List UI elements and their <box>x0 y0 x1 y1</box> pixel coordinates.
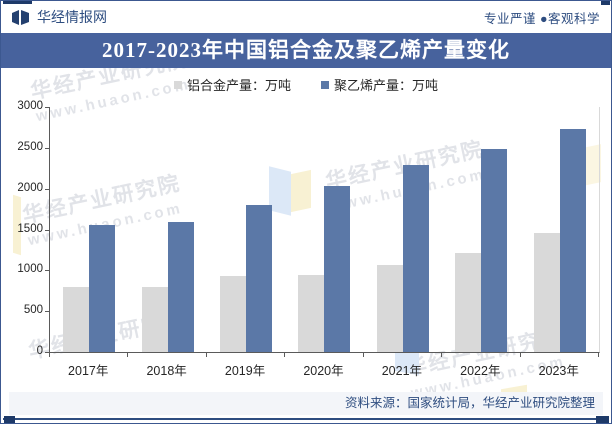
bar-group-2021 <box>364 165 442 352</box>
y-axis-tick <box>45 148 49 149</box>
y-axis-label: 2500 <box>17 140 43 153</box>
bar-aluminum-alloy-2018 <box>141 287 168 352</box>
bar-group-2022 <box>442 149 520 352</box>
y-axis-tick <box>45 311 49 312</box>
x-axis-labels: 2017年 2018年 2019年 2020年 2021年 2022年 2023年 <box>49 360 598 379</box>
y-axis-label: 500 <box>23 304 43 317</box>
corner-accent-top-right <box>601 1 610 5</box>
x-axis-label: 2018年 <box>146 364 187 378</box>
bar-polyethylene-2017 <box>89 225 116 352</box>
y-axis-label: 3000 <box>17 100 43 112</box>
x-axis-tick <box>206 353 207 357</box>
bar-aluminum-alloy-2022 <box>455 253 482 352</box>
plot-area <box>49 107 600 353</box>
y-axis-label: 2000 <box>17 181 43 194</box>
bar-group-2020 <box>285 186 363 352</box>
legend-label: 铝合金产量：万吨 <box>186 78 291 93</box>
y-axis-tick <box>45 352 49 353</box>
x-axis-tick <box>598 353 599 357</box>
bar-aluminum-alloy-2021 <box>376 265 403 352</box>
x-axis-label: 2019年 <box>224 364 266 378</box>
bar-polyethylene-2020 <box>324 186 351 352</box>
bar-group-2023 <box>521 129 599 352</box>
y-axis-tick <box>45 270 49 271</box>
bottom-rule <box>3 418 609 420</box>
y-axis-label: 1500 <box>17 222 43 235</box>
bar-polyethylene-2023 <box>559 129 586 352</box>
y-axis-tick <box>45 230 49 231</box>
x-axis-label: 2023年 <box>538 364 579 378</box>
x-axis-tick <box>49 353 50 357</box>
header-tagline: 专业严谨 ●客观科学 <box>483 11 600 26</box>
legend-item-aluminum-alloy: 铝合金产量：万吨 <box>173 75 291 94</box>
x-axis-tick <box>520 353 521 357</box>
x-axis-tick <box>284 353 285 357</box>
x-axis-label: 2020年 <box>303 364 344 378</box>
bar-aluminum-alloy-2019 <box>220 276 247 352</box>
x-axis-label: 2017年 <box>68 364 109 378</box>
legend-label: 聚乙烯产量：万吨 <box>334 78 439 93</box>
x-axis-tick <box>363 353 364 357</box>
bar-aluminum-alloy-2020 <box>298 275 325 352</box>
bar-group-2019 <box>207 205 285 352</box>
legend-swatch-aluminum-alloy <box>173 80 182 89</box>
x-axis-tick <box>441 353 442 357</box>
bar-group-2018 <box>128 222 206 352</box>
y-axis-label: 1000 <box>17 263 43 276</box>
legend-item-polyethylene: 聚乙烯产量：万吨 <box>321 75 438 94</box>
header: 华经情报网 专业严谨 ●客观科学 <box>1 1 611 33</box>
bar-group-2017 <box>50 225 128 352</box>
chart-legend: 铝合金产量：万吨 聚乙烯产量：万吨 <box>1 75 611 94</box>
bar-aluminum-alloy-2023 <box>533 233 560 352</box>
x-axis-label: 2022年 <box>460 364 501 378</box>
legend-swatch-polyethylene <box>321 80 329 89</box>
corner-accent-bottom-right <box>596 416 609 423</box>
bar-polyethylene-2018 <box>167 222 194 352</box>
brand: 华经情报网 <box>12 7 107 27</box>
bar-polyethylene-2021 <box>402 165 429 352</box>
x-axis-tick <box>127 353 128 357</box>
bar-aluminum-alloy-2017 <box>63 287 90 352</box>
chart-title: 2017-2023年中国铝合金及聚乙烯产量变化 <box>1 33 611 68</box>
corner-accent-top-left <box>3 1 32 4</box>
bar-polyethylene-2019 <box>246 205 273 352</box>
y-axis-label: 0 <box>36 345 43 357</box>
brand-book-icon <box>12 9 30 25</box>
source-bar: 资料来源：国家统计局，华经产业研究院整理 <box>9 392 603 415</box>
corner-accent-bottom-left <box>4 416 15 423</box>
brand-name: 华经情报网 <box>37 9 107 25</box>
bar-polyethylene-2022 <box>481 149 508 352</box>
x-axis-label: 2021年 <box>381 364 423 378</box>
y-axis-tick <box>45 189 49 190</box>
y-axis-tick <box>45 107 49 108</box>
